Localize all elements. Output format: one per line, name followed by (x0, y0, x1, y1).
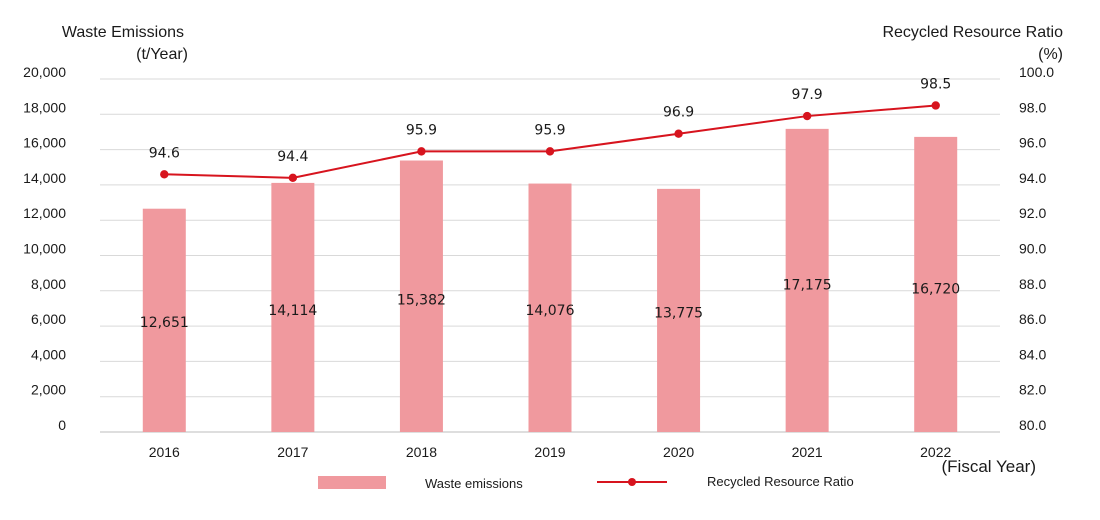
left-axis-ticks: 0 2,000 4,000 6,000 8,000 10,000 12,000 14,000 1… (23, 64, 66, 433)
left-axis-tick-label: 18,000 (23, 99, 66, 115)
bar (271, 182, 315, 432)
bar-data-labels: 12,651 14,114 15,382 14,076 13,775 17,175 16,7… (140, 278, 960, 332)
left-axis-tick-label: 6,000 (31, 311, 66, 327)
legend-label-waste-emissions: Waste emissions (425, 476, 523, 491)
ratio-data-label: 94.4 (277, 149, 308, 165)
right-axis-tick-label: 88.0 (1019, 276, 1046, 292)
ratio-data-label: 95.9 (406, 122, 437, 138)
left-axis-tick-label: 14,000 (23, 170, 66, 186)
legend-swatch-waste-emissions (318, 476, 386, 489)
right-axis-tick-label: 90.0 (1019, 241, 1046, 257)
bar (914, 136, 958, 432)
right-axis-title-line2: (%) (1038, 46, 1063, 63)
left-axis-tick-label: 10,000 (23, 241, 66, 257)
right-axis-tick-label: 84.0 (1019, 346, 1046, 362)
legend-label-recycled-ratio: Recycled Resource Ratio (707, 474, 854, 489)
bar (528, 183, 572, 432)
bar (785, 128, 829, 432)
x-axis-tick-label: 2022 (920, 444, 951, 460)
bar (399, 160, 443, 433)
ratio-point (417, 147, 426, 156)
bar-data-label: 17,175 (783, 278, 832, 294)
left-axis-title-line2: (t/Year) (136, 46, 188, 63)
left-axis-tick-label: 12,000 (23, 205, 66, 221)
left-axis-tick-label: 16,000 (23, 135, 66, 151)
right-axis-tick-label: 80.0 (1019, 417, 1046, 433)
bar (657, 188, 701, 432)
ratio-point (160, 170, 169, 179)
left-axis-tick-label: 8,000 (31, 276, 66, 292)
left-axis-tick-label: 0 (58, 417, 66, 433)
ratio-data-label: 96.9 (663, 105, 694, 121)
left-axis-tick-label: 4,000 (31, 346, 66, 362)
ratio-point (674, 129, 683, 138)
ratio-point (802, 111, 812, 121)
line-data-labels: 94.6 94.4 95.9 95.9 96.9 97.9 98.5 (149, 76, 952, 164)
ratio-data-label: 94.6 (149, 145, 180, 161)
x-axis-tick-label: 2020 (663, 444, 694, 460)
x-axis-tick-label: 2021 (792, 444, 823, 460)
line-series (160, 101, 940, 183)
legend-swatch-marker (628, 478, 636, 486)
x-axis-tick-label: 2019 (534, 444, 565, 460)
right-axis-ticks: 80.0 82.0 84.0 86.0 88.0 90.0 92.0 94.0 96.0 98.0… (1019, 64, 1054, 433)
right-axis-tick-label: 86.0 (1019, 311, 1046, 327)
ratio-data-label: 97.9 (792, 87, 823, 103)
bar-data-label: 12,651 (140, 315, 189, 331)
right-axis-tick-label: 82.0 (1019, 382, 1046, 398)
bar-series (142, 128, 958, 433)
left-axis-tick-label: 20,000 (23, 64, 66, 80)
bar-data-label: 14,076 (526, 303, 575, 319)
x-axis-unit: (Fiscal Year) (942, 457, 1036, 476)
right-axis-tick-label: 96.0 (1019, 135, 1046, 151)
bar-data-label: 14,114 (268, 303, 317, 319)
bar-data-label: 13,775 (654, 306, 703, 322)
bar-data-label: 15,382 (397, 292, 446, 308)
ratio-point (931, 101, 940, 110)
x-axis-tick-label: 2017 (277, 444, 308, 460)
right-axis-tick-label: 98.0 (1019, 99, 1046, 115)
right-axis-tick-label: 94.0 (1019, 170, 1046, 186)
left-axis-title-line1: Waste Emissions (62, 24, 184, 41)
x-axis-ticks: 2016 2017 2018 2019 2020 2021 2022 (149, 444, 952, 460)
bar-data-label: 16,720 (911, 281, 960, 297)
right-axis-title-line1: Recycled Resource Ratio (882, 24, 1063, 41)
ratio-data-label: 98.5 (920, 76, 951, 92)
x-axis-tick-label: 2016 (149, 444, 180, 460)
legend: Waste emissions Recycled Resource Ratio (318, 474, 854, 491)
right-axis-tick-label: 100.0 (1019, 64, 1054, 80)
right-axis-tick-label: 92.0 (1019, 205, 1046, 221)
left-axis-tick-label: 2,000 (31, 382, 66, 398)
ratio-point (288, 173, 298, 183)
ratio-data-label: 95.9 (534, 122, 565, 138)
bar (142, 208, 186, 432)
x-axis-tick-label: 2018 (406, 444, 437, 460)
ratio-point (545, 147, 555, 156)
